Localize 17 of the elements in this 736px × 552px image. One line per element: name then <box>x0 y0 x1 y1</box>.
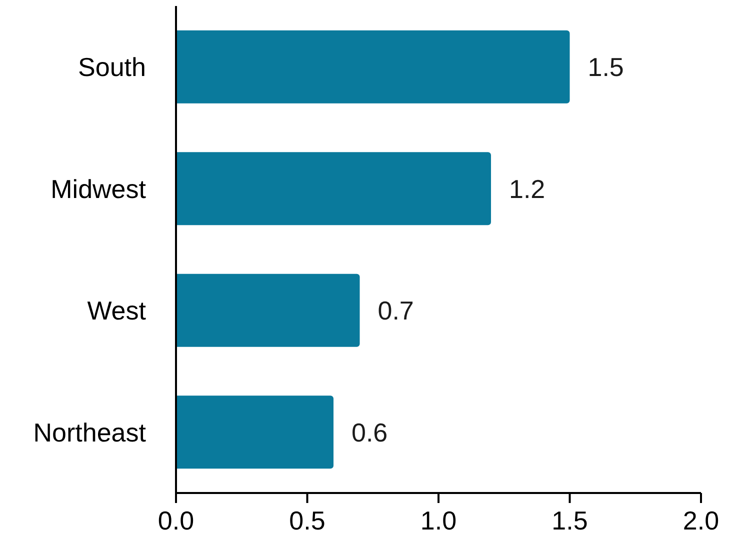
data-label: 0.6 <box>352 417 388 448</box>
y-tick-label: West <box>87 296 147 326</box>
data-label: 1.5 <box>588 52 624 82</box>
bar <box>176 274 360 347</box>
x-tick-label: 0.0 <box>158 505 194 536</box>
x-tick-label: 2.0 <box>682 505 720 536</box>
data-label: 1.2 <box>509 174 546 204</box>
data-label: 0.7 <box>378 296 414 326</box>
bar <box>176 396 334 469</box>
y-tick-label: South <box>78 52 146 82</box>
x-tick-label: 1.5 <box>552 505 588 536</box>
y-tick-label: Midwest <box>50 174 147 204</box>
bar <box>176 30 570 104</box>
y-tick-label: Northeast <box>33 417 147 448</box>
x-tick-label: 1.0 <box>420 505 457 536</box>
bar <box>176 152 491 226</box>
x-tick-label: 0.5 <box>289 505 326 536</box>
